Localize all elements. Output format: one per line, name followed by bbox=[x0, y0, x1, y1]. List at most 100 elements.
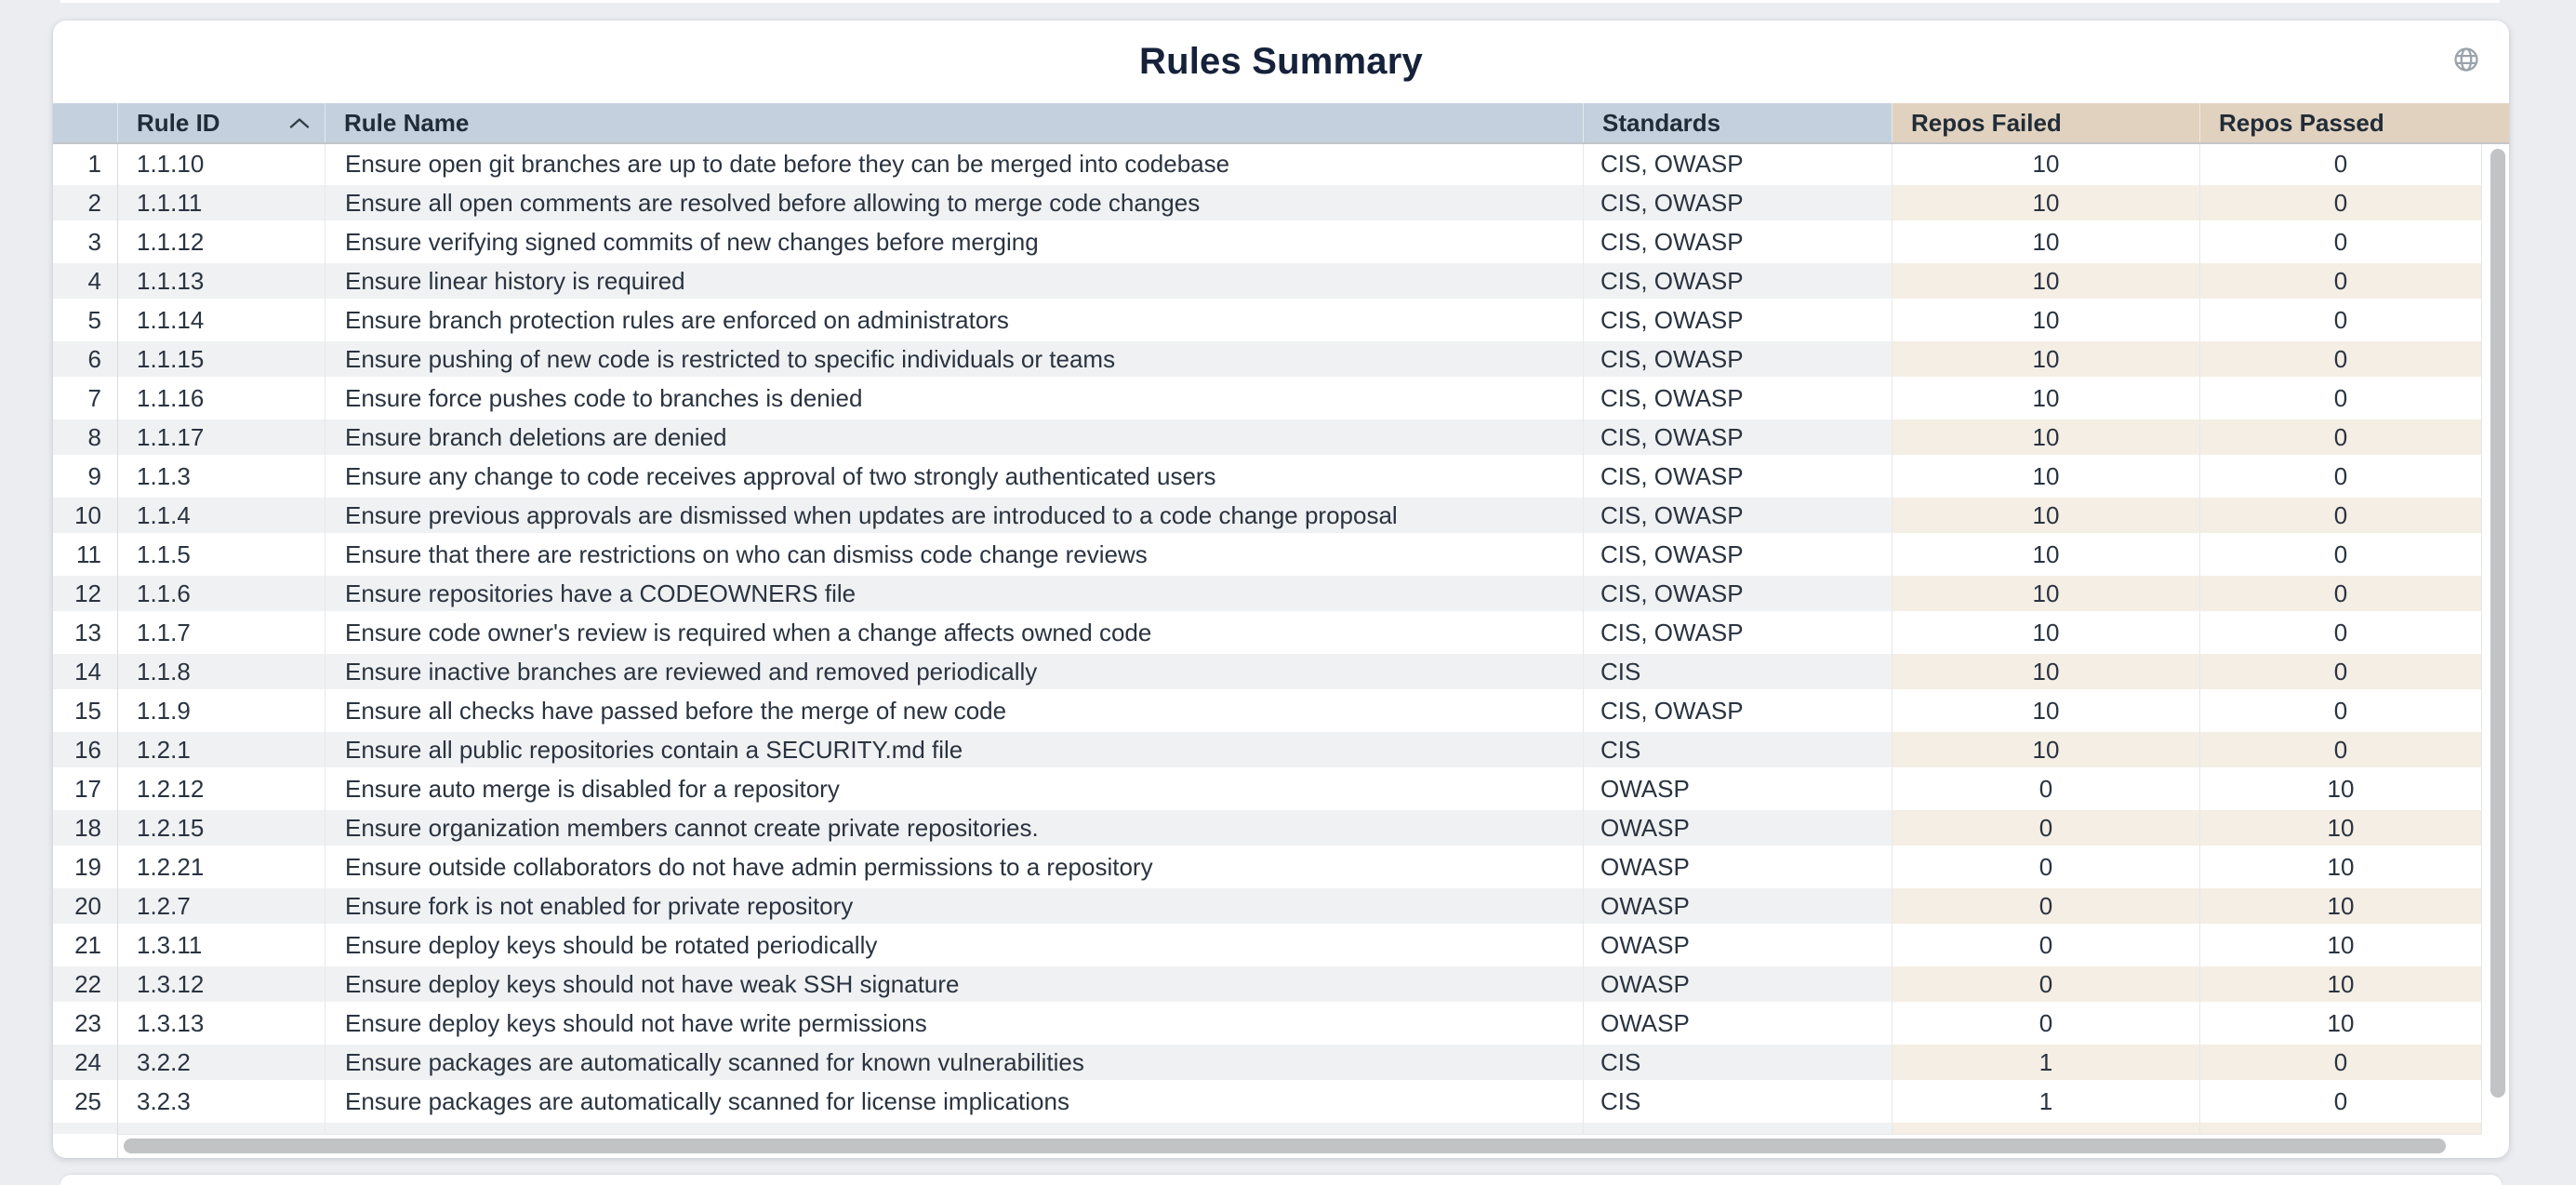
cell-num: 18 bbox=[53, 808, 118, 847]
cell-repos-failed: 10 bbox=[1892, 496, 2200, 535]
column-header-repos-failed[interactable]: Repos Failed bbox=[1892, 103, 2200, 142]
cell-repos-passed: 0 bbox=[2200, 574, 2481, 613]
table-row[interactable]: 22 1.3.12 Ensure deploy keys should not ha… bbox=[53, 965, 2481, 1004]
cell-rule-name: Ensure code owner's review is required w… bbox=[325, 613, 1584, 652]
card-above-edge bbox=[60, 0, 2500, 3]
cell-repos-passed: 0 bbox=[2333, 227, 2348, 256]
table-row[interactable]: 13 1.1.7 Ensure code owner's review is req… bbox=[53, 613, 2481, 652]
cell-standards: CIS, OWASP bbox=[1584, 535, 1892, 574]
cell-repos-passed: 0 bbox=[2333, 696, 2348, 725]
cell-rule-name: Ensure any change to code receives appro… bbox=[325, 457, 1584, 496]
cell-standards: CIS, OWASP bbox=[1584, 379, 1892, 418]
cell-rule-name: Ensure branch deletions are denied bbox=[325, 418, 1584, 457]
cell-repos-failed: 0 bbox=[1892, 847, 2200, 886]
cell-rule-name: Ensure that there are restrictions on wh… bbox=[325, 535, 1584, 574]
cell-repos-failed bbox=[1892, 1121, 2200, 1134]
table-row[interactable]: 15 1.1.9 Ensure all checks have passed bef… bbox=[53, 691, 2481, 730]
cell-repos-failed: 10 bbox=[1892, 183, 2200, 222]
cell-rule-id: 3.2.3 bbox=[118, 1082, 325, 1121]
cell-repos-failed: 10 bbox=[1892, 144, 2200, 183]
table-row[interactable]: 18 1.2.15 Ensure organization members cann… bbox=[53, 808, 2481, 847]
table-row[interactable]: 7 1.1.16 Ensure force pushes code to branc… bbox=[53, 379, 2481, 418]
cell-rule-name: Ensure deploy keys should not have write… bbox=[325, 1004, 1584, 1043]
table-row[interactable]: 8 1.1.17 Ensure branch deletions are denie… bbox=[53, 418, 2481, 457]
cell-num: 2 bbox=[53, 183, 118, 222]
cell-standards: OWASP bbox=[1584, 808, 1892, 847]
column-header-repos-passed[interactable]: Repos Passed bbox=[2200, 103, 2509, 142]
cell-repos-failed: 10 bbox=[1892, 574, 2200, 613]
vertical-scrollbar[interactable] bbox=[2481, 144, 2509, 1134]
cell-repos-failed: 0 bbox=[1892, 1004, 2200, 1043]
table-row[interactable]: 20 1.2.7 Ensure fork is not enabled for pr… bbox=[53, 886, 2481, 925]
frozen-column-divider bbox=[117, 144, 118, 1158]
table-row[interactable]: 23 1.3.13 Ensure deploy keys should not ha… bbox=[53, 1004, 2481, 1043]
table-row[interactable]: 1 1.1.10 Ensure open git branches are up t… bbox=[53, 144, 2481, 183]
cell-repos-passed: 0 bbox=[2200, 652, 2481, 691]
table-row[interactable]: 17 1.2.12 Ensure auto merge is disabled fo… bbox=[53, 769, 2481, 808]
table-row[interactable]: 21 1.3.11 Ensure deploy keys should be rot… bbox=[53, 925, 2481, 965]
cell-rule-name: Ensure verifying signed commits of new c… bbox=[325, 222, 1584, 261]
horizontal-scrollbar[interactable] bbox=[118, 1134, 2481, 1158]
cell-repos-passed: 10 bbox=[2327, 1008, 2355, 1037]
cell-rule-id: 1.1.7 bbox=[118, 613, 325, 652]
cell-rule-id: 1.1.6 bbox=[118, 574, 325, 613]
column-header-rule-name[interactable]: Rule Name bbox=[325, 103, 1584, 142]
cell-repos-failed: 1 bbox=[1892, 1082, 2200, 1121]
table-row[interactable]: 16 1.2.1 Ensure all public repositories co… bbox=[53, 730, 2481, 769]
cell-rule-name: Ensure all public repositories contain a… bbox=[325, 730, 1584, 769]
cell-repos-failed: 10 bbox=[1892, 379, 2200, 418]
cell-repos-failed: 10 bbox=[1892, 691, 2200, 730]
cell-rule-id: 1.1.12 bbox=[118, 222, 325, 261]
table-row[interactable]: 9 1.1.3 Ensure any change to code receives… bbox=[53, 457, 2481, 496]
column-header-row-number[interactable] bbox=[53, 103, 118, 142]
cell-rule-name: Ensure deploy keys should be rotated per… bbox=[325, 925, 1584, 965]
card-header: Rules Summary bbox=[53, 20, 2509, 103]
table-row[interactable]: 10 1.1.4 Ensure previous approvals are dis… bbox=[53, 496, 2481, 535]
cell-repos-failed: 10 bbox=[1892, 300, 2200, 340]
cell-rule-name: Ensure fork is not enabled for private r… bbox=[325, 886, 1584, 925]
table-row[interactable]: 6 1.1.15 Ensure pushing of new code is res… bbox=[53, 340, 2481, 379]
cell-num: 23 bbox=[53, 1004, 118, 1043]
table-row[interactable]: 14 1.1.8 Ensure inactive branches are revi… bbox=[53, 652, 2481, 691]
cell-rule-id: 1.2.12 bbox=[118, 769, 325, 808]
cell-standards: CIS, OWASP bbox=[1584, 457, 1892, 496]
cell-rule-id bbox=[118, 1121, 325, 1134]
cell-standards: CIS, OWASP bbox=[1584, 183, 1892, 222]
cell-standards: CIS bbox=[1584, 730, 1892, 769]
vertical-scrollbar-thumb[interactable] bbox=[2490, 149, 2505, 1098]
page-title: Rules Summary bbox=[1139, 41, 1423, 82]
cell-repos-passed: 10 bbox=[2200, 886, 2481, 925]
table-row[interactable]: 3 1.1.12 Ensure verifying signed commits o… bbox=[53, 222, 2481, 261]
cell-rule-id: 1.3.13 bbox=[118, 1004, 325, 1043]
cell-repos-failed: 10 bbox=[1892, 652, 2200, 691]
cell-rule-name: Ensure auto merge is disabled for a repo… bbox=[325, 769, 1584, 808]
cell-rule-id: 1.1.9 bbox=[118, 691, 325, 730]
cell-repos-passed: 0 bbox=[2333, 149, 2348, 178]
table-row[interactable]: 4 1.1.13 Ensure linear history is required… bbox=[53, 261, 2481, 300]
cell-standards: OWASP bbox=[1584, 965, 1892, 1004]
cell-rule-id: 1.2.1 bbox=[118, 730, 325, 769]
cell-standards: OWASP bbox=[1584, 769, 1892, 808]
cell-num: 15 bbox=[53, 691, 118, 730]
cell-standards: CIS bbox=[1584, 1043, 1892, 1082]
cell-num: 11 bbox=[53, 535, 118, 574]
cell-repos-failed: 10 bbox=[1892, 457, 2200, 496]
column-header-rule-id[interactable]: Rule ID bbox=[118, 103, 325, 142]
cell-rule-id: 1.1.11 bbox=[118, 183, 325, 222]
cell-repos-passed: 0 bbox=[2200, 418, 2481, 457]
globe-button[interactable] bbox=[2451, 45, 2481, 74]
table-row[interactable]: 12 1.1.6 Ensure repositories have a CODEOW… bbox=[53, 574, 2481, 613]
horizontal-scrollbar-thumb[interactable] bbox=[124, 1138, 2446, 1153]
table-row[interactable]: 5 1.1.14 Ensure branch protection rules ar… bbox=[53, 300, 2481, 340]
cell-num: 19 bbox=[53, 847, 118, 886]
column-header-standards[interactable]: Standards bbox=[1584, 103, 1892, 142]
cell-repos-passed: 0 bbox=[2200, 730, 2481, 769]
table-row[interactable]: 11 1.1.5 Ensure that there are restriction… bbox=[53, 535, 2481, 574]
cell-repos-failed: 0 bbox=[1892, 886, 2200, 925]
table-row[interactable]: 25 3.2.3 Ensure packages are automatically… bbox=[53, 1082, 2481, 1121]
cell-standards: CIS, OWASP bbox=[1584, 300, 1892, 340]
table-row[interactable]: 2 1.1.11 Ensure all open comments are reso… bbox=[53, 183, 2481, 222]
table-row[interactable]: 24 3.2.2 Ensure packages are automatically… bbox=[53, 1043, 2481, 1082]
table-row[interactable]: 19 1.2.21 Ensure outside collaborators do … bbox=[53, 847, 2481, 886]
cell-rule-id: 1.3.12 bbox=[118, 965, 325, 1004]
